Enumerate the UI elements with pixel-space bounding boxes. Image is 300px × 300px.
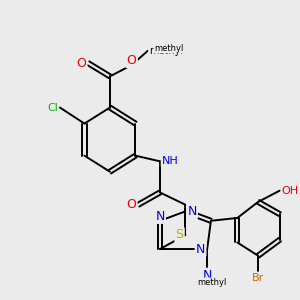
- Text: Br: Br: [252, 273, 264, 283]
- Text: O: O: [127, 54, 136, 67]
- Text: methyl: methyl: [197, 278, 226, 287]
- Text: O: O: [127, 198, 136, 211]
- Text: methyl: methyl: [154, 44, 184, 52]
- Text: O: O: [76, 57, 86, 70]
- Text: N: N: [155, 210, 165, 223]
- Text: Cl: Cl: [47, 103, 58, 112]
- Text: N: N: [202, 269, 212, 282]
- Text: NH: NH: [162, 156, 178, 166]
- Text: N: N: [196, 243, 205, 256]
- Text: methyl: methyl: [150, 46, 184, 56]
- Text: OH: OH: [282, 186, 299, 196]
- Text: S: S: [176, 228, 184, 242]
- Text: N: N: [187, 205, 197, 218]
